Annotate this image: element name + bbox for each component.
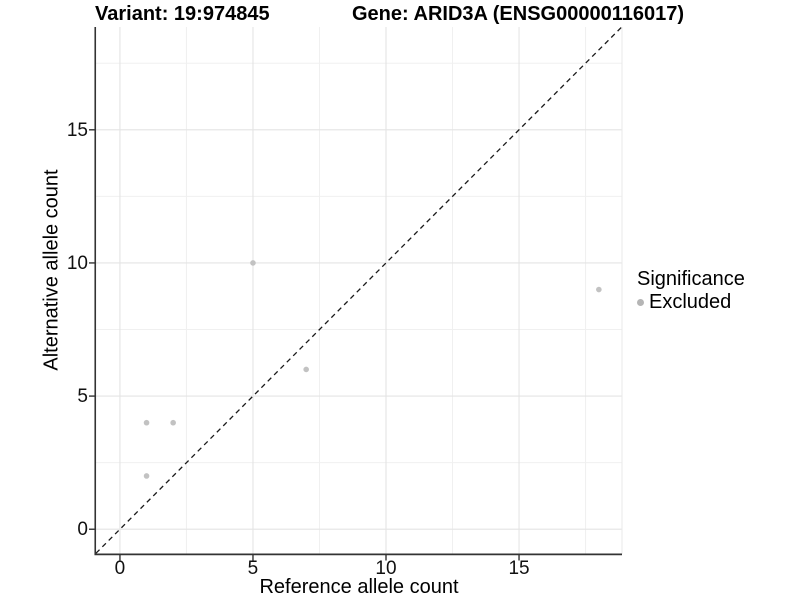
data-point [143,473,150,479]
y-tick-label: 0 [77,519,88,541]
y-tick-label: 10 [66,252,88,274]
legend: Significance Excluded [637,268,745,314]
data-point [170,419,176,426]
x-tick-label: 0 [114,558,126,579]
y-tick-label: 5 [77,386,88,408]
y-axis-title: Alternative allele count [40,169,63,371]
legend-title: Significance [637,268,745,290]
legend-item-excluded: Excluded [637,291,745,314]
data-point [143,419,150,426]
identity-reference-line [95,26,623,554]
data-point [303,366,309,373]
legend-item-label: Excluded [649,291,732,313]
y-tick-label: 15 [66,119,88,141]
data-point [250,260,256,266]
data-point [596,286,602,293]
plot-title-gene: Gene: ARID3A (ENSG00000116017) [352,3,685,25]
x-tick-label: 10 [375,558,397,579]
x-tick-label: 15 [508,558,530,579]
x-axis-title: Reference allele count [259,576,459,598]
legend-point-swatch-icon [637,299,644,306]
plot-title-variant: Variant: 19:974845 [95,3,270,25]
x-tick-label: 5 [247,558,259,579]
